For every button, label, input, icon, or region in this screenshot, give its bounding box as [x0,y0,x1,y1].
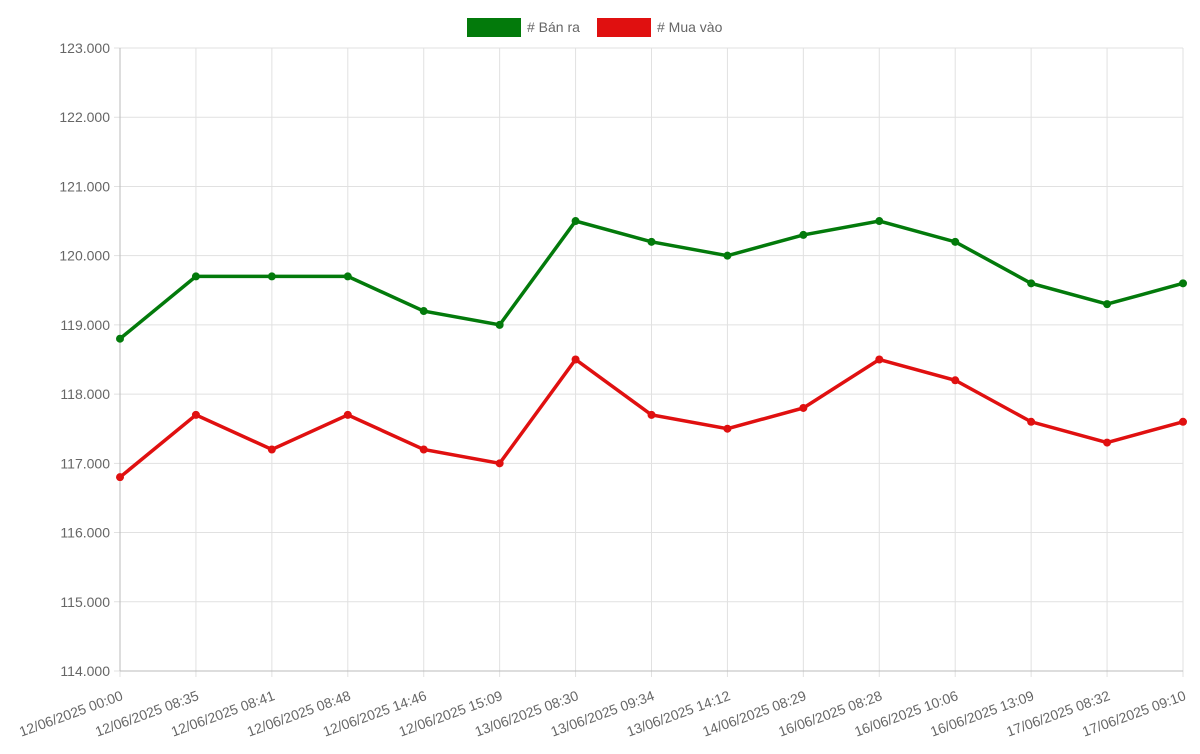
y-tick-label: 114.000 [60,663,110,679]
point [1179,417,1187,426]
y-tick-label: 123.000 [59,40,110,56]
y-tick-label: 116.000 [60,525,110,541]
point [647,237,656,246]
y-tick-label: 121.000 [59,178,110,194]
y-tick-label: 122.000 [59,109,110,125]
y-tick-label: 119.000 [60,317,110,333]
point [723,424,732,433]
point [1179,279,1187,288]
legend-label: # Bán ra [527,19,580,35]
point [723,251,732,260]
y-tick-label: 120.000 [59,248,110,264]
point [1103,300,1112,309]
point [799,403,808,412]
point [1103,438,1112,447]
point [343,272,352,281]
legend-swatch [597,18,651,37]
point [191,272,200,281]
legend-label: # Mua vào [657,19,723,35]
point [799,230,808,239]
point [419,445,428,454]
point [875,355,884,364]
point [116,334,124,343]
legend-swatch [467,18,521,37]
point [875,217,884,226]
point [116,473,124,482]
point [1027,417,1036,426]
point [1027,279,1036,288]
point [267,445,276,454]
point [343,410,352,419]
y-tick-label: 115.000 [60,594,110,610]
y-tick-label: 118.000 [60,386,110,402]
point [571,355,580,364]
point [571,217,580,226]
point [267,272,276,281]
point [951,237,960,246]
point [951,376,960,385]
point [419,307,428,316]
point [495,459,504,468]
point [647,410,656,419]
point [191,410,200,419]
point [495,320,504,329]
y-tick-label: 117.000 [60,455,110,471]
